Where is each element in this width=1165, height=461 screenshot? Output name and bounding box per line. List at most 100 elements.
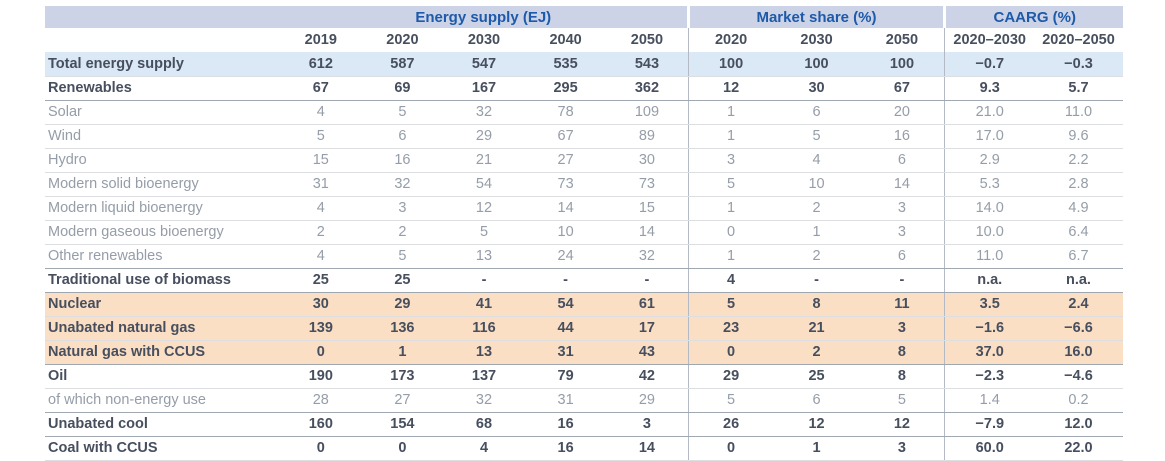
table-cell: −0.7 bbox=[944, 52, 1034, 77]
table-cell: 137 bbox=[443, 364, 525, 389]
table-cell: 25 bbox=[361, 268, 444, 293]
table-row: Total energy supply 612 587 547 535 543 100 100… bbox=[45, 52, 1123, 77]
table-cell: 4 bbox=[773, 148, 860, 173]
table-cell: 11.0 bbox=[944, 244, 1034, 269]
table-cell: 139 bbox=[280, 316, 362, 341]
table-cell: 37.0 bbox=[944, 340, 1034, 365]
table-cell: 41 bbox=[443, 292, 525, 317]
table-cell: 15 bbox=[280, 148, 362, 173]
table-cell: 12 bbox=[859, 412, 945, 437]
table-cell: 5 bbox=[443, 220, 525, 245]
table-cell: 11.0 bbox=[1033, 100, 1123, 125]
table-cell: 20 bbox=[859, 100, 945, 125]
row-label: Modern gaseous bioenergy bbox=[45, 220, 280, 245]
table-cell: 42 bbox=[606, 364, 688, 389]
table-cell: 15 bbox=[606, 196, 688, 221]
row-label: Other renewables bbox=[45, 244, 280, 269]
table-cell: 5 bbox=[361, 100, 444, 125]
table-row: Modern liquid bioenergy 4 3 12 14 15 1 2 3 14.0 4.… bbox=[45, 196, 1123, 221]
table-cell: 26 bbox=[687, 412, 774, 437]
table-cell: 54 bbox=[524, 292, 607, 317]
table-cell: 3 bbox=[687, 148, 774, 173]
table-cell: 12 bbox=[687, 76, 774, 101]
table-cell: 4 bbox=[280, 196, 362, 221]
table-cell: 5 bbox=[280, 124, 362, 149]
table-cell: 73 bbox=[524, 172, 607, 197]
table-row: Renewables 67 69 167 295 362 12 30 67 9.3 5.7 bbox=[45, 76, 1123, 101]
year-header-empty bbox=[45, 28, 280, 52]
table-cell: 89 bbox=[606, 124, 688, 149]
table-cell: - bbox=[859, 268, 945, 293]
table-row: of which non-energy use 28 27 32 31 29 5 6 5 1.4 0… bbox=[45, 388, 1123, 413]
group-header-market-share: Market share (%) bbox=[686, 6, 945, 28]
corner-cell bbox=[45, 6, 280, 28]
table-cell: 2.4 bbox=[1033, 292, 1123, 317]
data-table: Energy supply (EJ) Market share (%) CAAR… bbox=[45, 6, 1123, 461]
table-cell: 8 bbox=[859, 340, 945, 365]
year-header: 2020 bbox=[687, 28, 774, 52]
table-cell: 612 bbox=[280, 52, 362, 77]
table-cell: 27 bbox=[361, 388, 444, 413]
table-cell: 30 bbox=[773, 76, 860, 101]
row-label: Oil bbox=[45, 364, 280, 389]
group-header-caarg: CAARG (%) bbox=[943, 6, 1123, 28]
table-cell: 5.3 bbox=[944, 172, 1034, 197]
table-cell: 16.0 bbox=[1033, 340, 1123, 365]
table-cell: n.a. bbox=[1033, 268, 1123, 293]
table-cell: 44 bbox=[524, 316, 607, 341]
table-cell: 32 bbox=[606, 244, 688, 269]
table-row: Solar 4 5 32 78 109 1 6 20 21.0 11.0 bbox=[45, 100, 1123, 125]
table-cell: 79 bbox=[524, 364, 607, 389]
table-cell: 6.4 bbox=[1033, 220, 1123, 245]
table-cell: 30 bbox=[606, 148, 688, 173]
table-cell: 29 bbox=[606, 388, 688, 413]
table-cell: 8 bbox=[859, 364, 945, 389]
table-cell: 5 bbox=[687, 292, 774, 317]
table-cell: 587 bbox=[361, 52, 444, 77]
table-cell: 100 bbox=[773, 52, 860, 77]
table-cell: 1 bbox=[773, 436, 860, 461]
table-cell: 2 bbox=[773, 196, 860, 221]
table-cell: 173 bbox=[361, 364, 444, 389]
table-row: Unabated cool 160 154 68 16 3 26 12 12 −7.9 12.0 bbox=[45, 412, 1123, 437]
table-row: Unabated natural gas 139 136 116 44 17 23 21 3 −1… bbox=[45, 316, 1123, 341]
table-row: Modern solid bioenergy 31 32 54 73 73 5 10 14 5.3… bbox=[45, 172, 1123, 197]
table-cell: 2 bbox=[773, 244, 860, 269]
table-cell: 11 bbox=[859, 292, 945, 317]
row-label: Coal with CCUS bbox=[45, 436, 280, 461]
table-cell: - bbox=[773, 268, 860, 293]
table-cell: 154 bbox=[361, 412, 444, 437]
table-cell: 29 bbox=[443, 124, 525, 149]
table-row: Traditional use of biomass 25 25- - -4- - n.a.… bbox=[45, 268, 1123, 293]
table-cell: 10.0 bbox=[944, 220, 1034, 245]
year-header: 2050 bbox=[859, 28, 945, 52]
table-cell: 5 bbox=[687, 172, 774, 197]
row-label: Nuclear bbox=[45, 292, 280, 317]
table-cell: 73 bbox=[606, 172, 688, 197]
table-cell: 2 bbox=[773, 340, 860, 365]
table-cell: 12 bbox=[773, 412, 860, 437]
table-cell: 14 bbox=[606, 436, 688, 461]
table-cell: 0.2 bbox=[1033, 388, 1123, 413]
table-cell: 6 bbox=[773, 388, 860, 413]
energy-supply-table: Energy supply (EJ) Market share (%) CAAR… bbox=[45, 6, 1123, 461]
table-cell: 4 bbox=[280, 244, 362, 269]
table-cell: 100 bbox=[687, 52, 774, 77]
table-cell: - bbox=[524, 268, 607, 293]
table-cell: 32 bbox=[443, 100, 525, 125]
group-header-energy-supply: Energy supply (EJ) bbox=[280, 6, 688, 28]
table-cell: 0 bbox=[687, 340, 774, 365]
table-cell: 8 bbox=[773, 292, 860, 317]
table-cell: 4 bbox=[280, 100, 362, 125]
row-label: of which non-energy use bbox=[45, 388, 280, 413]
table-cell: 5 bbox=[361, 244, 444, 269]
row-label: Natural gas with CCUS bbox=[45, 340, 280, 365]
table-cell: 12.0 bbox=[1033, 412, 1123, 437]
row-label: Solar bbox=[45, 100, 280, 125]
table-cell: 6 bbox=[859, 244, 945, 269]
row-label: Total energy supply bbox=[45, 52, 280, 77]
table-cell: 13 bbox=[443, 340, 525, 365]
table-cell: −6.6 bbox=[1033, 316, 1123, 341]
table-cell: 12 bbox=[443, 196, 525, 221]
table-cell: 3 bbox=[859, 220, 945, 245]
